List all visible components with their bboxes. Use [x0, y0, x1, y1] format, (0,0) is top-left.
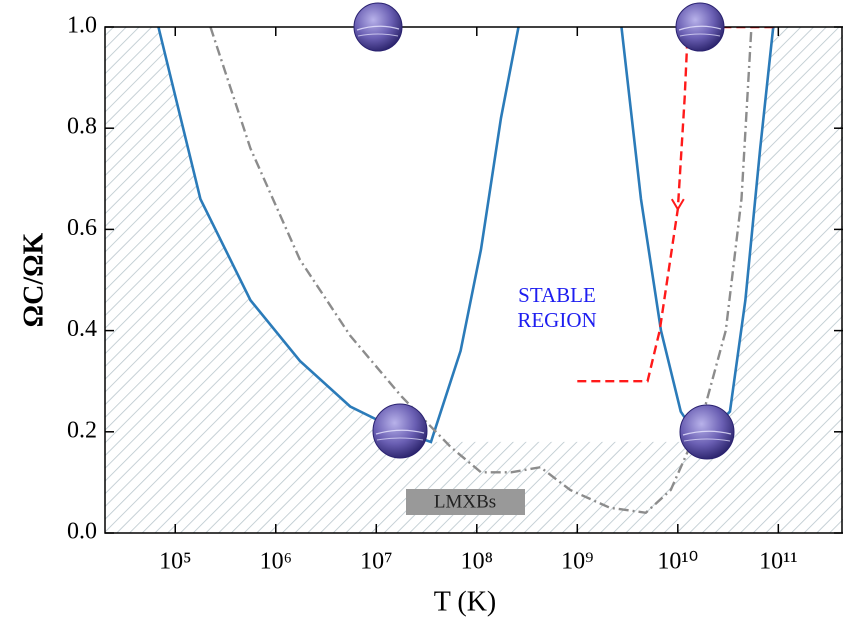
- y-tick-label: 0.8: [67, 114, 97, 140]
- annotation: REGION: [517, 308, 596, 332]
- y-tick-label: 0.6: [67, 215, 97, 241]
- star-band: [679, 33, 721, 37]
- star-band: [376, 437, 424, 441]
- y-tick-label: 1.0: [67, 13, 97, 39]
- annotation: STABLE: [518, 283, 596, 307]
- annotation: LMXBs: [434, 491, 496, 512]
- star-band: [357, 33, 399, 37]
- star-sphere: [372, 403, 428, 459]
- annotation-box: [406, 489, 525, 515]
- star-band: [356, 25, 400, 31]
- plot-frame: [104, 26, 843, 534]
- plot-area: [105, 27, 843, 533]
- x-axis-label: T (K): [434, 586, 496, 617]
- x-tick-label: 10⁹: [561, 549, 593, 575]
- y-tick-label: 0.4: [67, 316, 97, 342]
- series-line: [209, 27, 753, 515]
- x-tick-label: 10⁷: [360, 549, 392, 575]
- y-tick-label: 0.2: [67, 417, 97, 443]
- x-tick-label: 10⁶: [260, 549, 292, 575]
- star-band: [375, 429, 425, 435]
- star-band: [678, 25, 722, 31]
- x-tick-label: 10⁸: [461, 549, 493, 575]
- star-sphere: [679, 404, 735, 460]
- star-sphere: [353, 2, 403, 52]
- x-tick-label: 10¹⁰: [657, 549, 698, 575]
- y-tick-label: 0.0: [67, 519, 97, 545]
- trajectory-arrow: [670, 198, 685, 212]
- star-band: [682, 430, 732, 436]
- stable-region: [158, 27, 774, 442]
- y-axis-label: ΩC/ΩK: [18, 232, 49, 327]
- star-band: [683, 438, 731, 442]
- x-tick-label: 10¹¹: [759, 549, 797, 575]
- x-tick-label: 10⁵: [159, 549, 191, 575]
- star-sphere: [675, 2, 725, 52]
- decor: [353, 2, 735, 460]
